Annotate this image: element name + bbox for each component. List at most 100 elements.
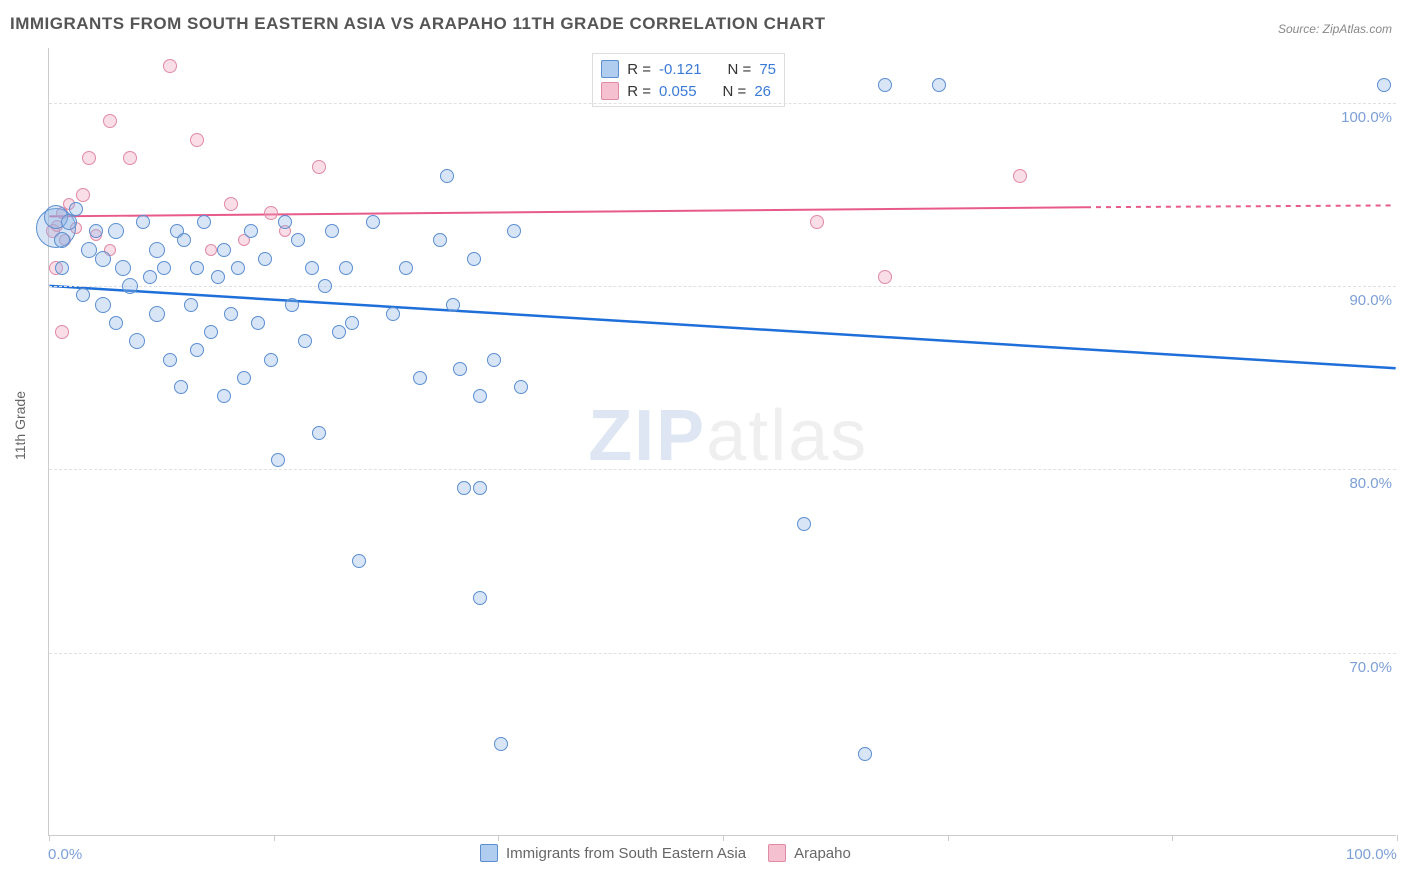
scatter-point-immigrants bbox=[473, 389, 487, 403]
xtick-label: 100.0% bbox=[1346, 846, 1397, 863]
scatter-point-immigrants bbox=[325, 224, 339, 238]
scatter-point-immigrants bbox=[231, 261, 245, 275]
x-tick bbox=[1397, 835, 1398, 841]
ytick-label: 90.0% bbox=[1349, 292, 1392, 309]
x-tick bbox=[948, 835, 949, 841]
scatter-point-immigrants bbox=[224, 307, 238, 321]
scatter-point-immigrants bbox=[69, 202, 83, 216]
trend-lines-svg bbox=[49, 48, 1396, 835]
scatter-point-arapaho bbox=[205, 244, 217, 256]
r-label: R = bbox=[627, 61, 651, 78]
ytick-label: 80.0% bbox=[1349, 475, 1392, 492]
x-tick bbox=[274, 835, 275, 841]
scatter-point-immigrants bbox=[858, 747, 872, 761]
scatter-point-immigrants bbox=[122, 278, 138, 294]
scatter-point-immigrants bbox=[457, 481, 471, 495]
scatter-point-immigrants bbox=[54, 232, 70, 248]
scatter-point-immigrants bbox=[507, 224, 521, 238]
scatter-point-arapaho bbox=[123, 151, 137, 165]
watermark-rest: atlas bbox=[706, 396, 868, 476]
scatter-point-arapaho bbox=[312, 160, 326, 174]
scatter-point-immigrants bbox=[157, 261, 171, 275]
scatter-point-immigrants bbox=[197, 215, 211, 229]
scatter-point-immigrants bbox=[473, 591, 487, 605]
scatter-point-immigrants bbox=[298, 334, 312, 348]
legend-swatch bbox=[601, 60, 619, 78]
scatter-point-immigrants bbox=[177, 233, 191, 247]
n-label: N = bbox=[728, 61, 752, 78]
scatter-point-immigrants bbox=[312, 426, 326, 440]
gridline-h bbox=[49, 103, 1396, 104]
scatter-point-immigrants bbox=[278, 215, 292, 229]
scatter-point-arapaho bbox=[1013, 169, 1027, 183]
xtick-label: 0.0% bbox=[48, 846, 82, 863]
scatter-point-immigrants bbox=[264, 353, 278, 367]
scatter-point-immigrants bbox=[494, 737, 508, 751]
scatter-point-immigrants bbox=[136, 215, 150, 229]
scatter-point-immigrants bbox=[237, 371, 251, 385]
series-legend: Immigrants from South Eastern AsiaArapah… bbox=[480, 844, 851, 862]
watermark-zip: ZIP bbox=[588, 396, 706, 476]
scatter-point-immigrants bbox=[467, 252, 481, 266]
scatter-point-immigrants bbox=[129, 333, 145, 349]
scatter-point-arapaho bbox=[224, 197, 238, 211]
x-tick bbox=[1172, 835, 1173, 841]
scatter-point-immigrants bbox=[55, 261, 69, 275]
legend-item: Immigrants from South Eastern Asia bbox=[480, 844, 746, 862]
scatter-point-immigrants bbox=[271, 453, 285, 467]
scatter-point-immigrants bbox=[332, 325, 346, 339]
gridline-h bbox=[49, 286, 1396, 287]
scatter-point-arapaho bbox=[76, 188, 90, 202]
n-label: N = bbox=[723, 83, 747, 100]
n-value: 26 bbox=[754, 83, 771, 100]
chart-title: IMMIGRANTS FROM SOUTH EASTERN ASIA VS AR… bbox=[10, 14, 826, 34]
scatter-point-immigrants bbox=[399, 261, 413, 275]
legend-swatch bbox=[601, 82, 619, 100]
scatter-point-immigrants bbox=[366, 215, 380, 229]
scatter-point-immigrants bbox=[76, 288, 90, 302]
ytick-label: 70.0% bbox=[1349, 659, 1392, 676]
scatter-point-immigrants bbox=[318, 279, 332, 293]
gridline-h bbox=[49, 469, 1396, 470]
correlation-row: R =-0.121N =75 bbox=[601, 58, 776, 80]
scatter-point-immigrants bbox=[433, 233, 447, 247]
scatter-point-immigrants bbox=[184, 298, 198, 312]
scatter-point-immigrants bbox=[211, 270, 225, 284]
scatter-point-immigrants bbox=[453, 362, 467, 376]
legend-swatch bbox=[480, 844, 498, 862]
scatter-point-immigrants bbox=[446, 298, 460, 312]
scatter-point-arapaho bbox=[82, 151, 96, 165]
scatter-point-immigrants bbox=[143, 270, 157, 284]
source-attribution: Source: ZipAtlas.com bbox=[1278, 22, 1392, 36]
y-axis-label: 11th Grade bbox=[12, 391, 28, 460]
scatter-point-immigrants bbox=[217, 389, 231, 403]
scatter-point-immigrants bbox=[473, 481, 487, 495]
correlation-row: R =0.055N =26 bbox=[601, 80, 776, 102]
scatter-point-arapaho bbox=[264, 206, 278, 220]
scatter-point-immigrants bbox=[174, 380, 188, 394]
correlation-legend: R =-0.121N =75R =0.055N =26 bbox=[592, 53, 785, 107]
x-tick bbox=[49, 835, 50, 841]
scatter-point-immigrants bbox=[285, 298, 299, 312]
scatter-point-immigrants bbox=[413, 371, 427, 385]
r-value: -0.121 bbox=[659, 61, 702, 78]
scatter-point-immigrants bbox=[108, 223, 124, 239]
scatter-point-immigrants bbox=[440, 169, 454, 183]
scatter-point-immigrants bbox=[149, 242, 165, 258]
scatter-point-immigrants bbox=[258, 252, 272, 266]
scatter-point-immigrants bbox=[487, 353, 501, 367]
scatter-point-immigrants bbox=[345, 316, 359, 330]
scatter-point-arapaho bbox=[810, 215, 824, 229]
scatter-point-immigrants bbox=[89, 224, 103, 238]
trendline-b-dashed bbox=[1086, 205, 1396, 207]
scatter-point-arapaho bbox=[103, 114, 117, 128]
scatter-point-immigrants bbox=[514, 380, 528, 394]
scatter-point-immigrants bbox=[244, 224, 258, 238]
watermark: ZIPatlas bbox=[588, 395, 868, 477]
scatter-point-immigrants bbox=[797, 517, 811, 531]
scatter-point-immigrants bbox=[932, 78, 946, 92]
source-prefix: Source: bbox=[1278, 22, 1319, 36]
r-label: R = bbox=[627, 83, 651, 100]
ytick-label: 100.0% bbox=[1341, 109, 1392, 126]
scatter-point-immigrants bbox=[115, 260, 131, 276]
